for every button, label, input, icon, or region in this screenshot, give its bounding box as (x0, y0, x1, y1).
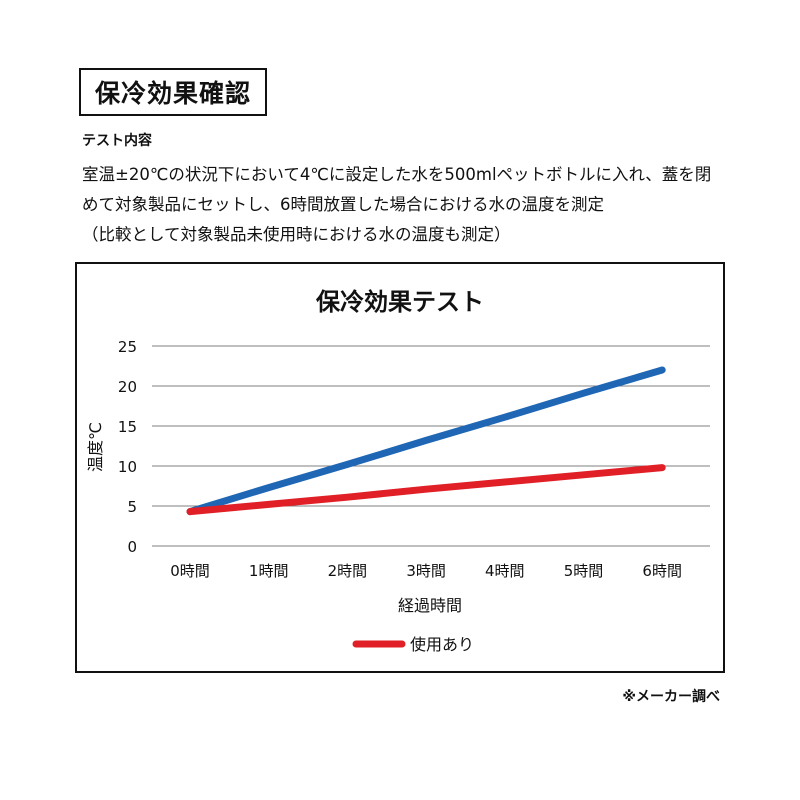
line-chart: 0 5 10 15 20 25 0時間 1時間 2時間 3時間 4時間 5時間 6時間 保冷効果テスト… (86, 288, 710, 654)
y-tick-label: 25 (118, 338, 137, 356)
y-tick-label: 10 (118, 458, 137, 476)
description-line-1: 室温±20℃の状況下において4℃に設定した水を500mlペットボトルに入れ、蓋を… (82, 165, 712, 184)
test-heading: テスト内容 (82, 133, 152, 149)
chart-frame: 0 5 10 15 20 25 0時間 1時間 2時間 3時間 4時間 5時間 6時間 保冷効果テスト… (75, 262, 725, 673)
grid (152, 345, 710, 547)
y-axis-ticks: 0 5 10 15 20 25 (118, 338, 137, 556)
x-tick-label: 0時間 (170, 562, 210, 580)
description-line-3: （比較として対象製品未使用時における水の温度も測定） (82, 225, 511, 244)
x-axis-label: 経過時間 (398, 596, 462, 615)
description-line-2: めて対象製品にセットし、6時間放置した場合における水の温度を測定 (82, 195, 604, 214)
x-axis-ticks: 0時間 1時間 2時間 3時間 4時間 5時間 6時間 (170, 562, 682, 580)
y-tick-label: 20 (118, 378, 137, 396)
series-line-0 (186, 366, 666, 516)
series-line-1 (186, 464, 666, 516)
x-tick-label: 6時間 (642, 562, 682, 580)
legend-label: 使用あり (410, 635, 474, 654)
test-description: 室温±20℃の状況下において4℃に設定した水を500mlペットボトルに入れ、蓋を… (82, 160, 732, 250)
x-tick-label: 1時間 (249, 562, 289, 580)
page-title: 保冷効果確認 (79, 68, 267, 116)
maker-note: ※メーカー調べ (622, 689, 720, 705)
y-tick-label: 0 (127, 538, 137, 556)
page-title-text: 保冷効果確認 (94, 79, 251, 108)
y-tick-label: 15 (118, 418, 137, 436)
chart-title: 保冷効果テスト (315, 288, 484, 316)
x-tick-label: 5時間 (564, 562, 604, 580)
y-axis-label: 温度℃ (86, 422, 105, 472)
x-tick-label: 2時間 (328, 562, 368, 580)
x-tick-label: 3時間 (406, 562, 446, 580)
y-tick-label: 5 (127, 498, 137, 516)
x-tick-label: 4時間 (485, 562, 525, 580)
legend: 使用あり (352, 635, 474, 654)
series-lines (186, 366, 666, 516)
